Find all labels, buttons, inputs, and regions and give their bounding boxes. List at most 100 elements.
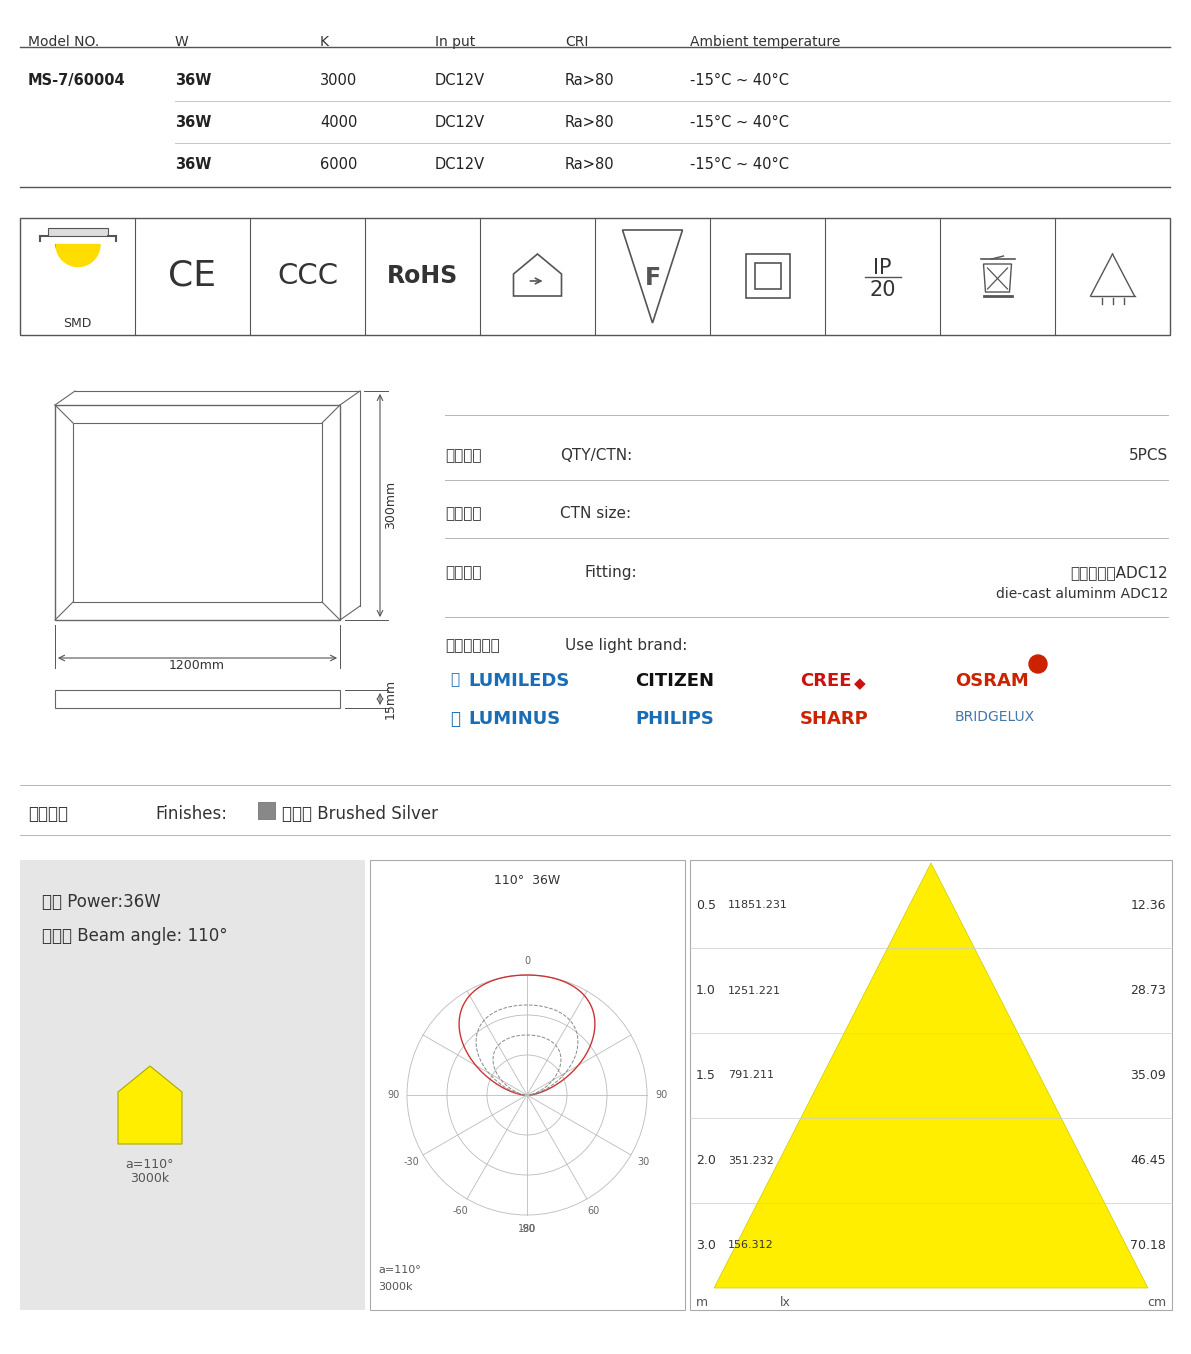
Text: 1200mm: 1200mm xyxy=(169,659,225,672)
Text: MS-7/60004: MS-7/60004 xyxy=(29,73,125,88)
Text: -90: -90 xyxy=(519,1224,535,1233)
Text: Ra>80: Ra>80 xyxy=(565,115,615,130)
Text: -15°C ~ 40°C: -15°C ~ 40°C xyxy=(690,157,788,172)
Text: DC12V: DC12V xyxy=(435,73,485,88)
Text: F: F xyxy=(644,265,661,290)
Bar xyxy=(690,860,1172,1311)
Text: CREE: CREE xyxy=(800,672,852,691)
Text: 351.232: 351.232 xyxy=(728,1155,774,1166)
Text: 300mm: 300mm xyxy=(384,481,397,529)
Text: ⟂: ⟂ xyxy=(450,709,460,728)
Text: 0: 0 xyxy=(524,956,530,965)
Polygon shape xyxy=(513,255,561,297)
Text: LUMINUS: LUMINUS xyxy=(468,709,560,728)
Text: 3.0: 3.0 xyxy=(696,1239,716,1252)
Text: 压铸铝合金ADC12: 压铸铝合金ADC12 xyxy=(1071,565,1168,580)
Text: 70.18: 70.18 xyxy=(1130,1239,1166,1252)
Text: K: K xyxy=(320,35,329,49)
Text: 外筱尺寸: 外筱尺寸 xyxy=(445,506,481,521)
Text: -15°C ~ 40°C: -15°C ~ 40°C xyxy=(690,73,788,88)
Text: ◆: ◆ xyxy=(854,676,866,691)
Bar xyxy=(48,227,107,236)
Text: 2.0: 2.0 xyxy=(696,1154,716,1167)
Text: 36W: 36W xyxy=(175,73,211,88)
Text: Model NO.: Model NO. xyxy=(29,35,99,49)
Text: CE: CE xyxy=(168,259,217,292)
Text: 20: 20 xyxy=(869,280,896,301)
Text: In put: In put xyxy=(435,35,475,49)
Text: 功率 Power:36W: 功率 Power:36W xyxy=(42,894,161,911)
Text: 5PCS: 5PCS xyxy=(1129,448,1168,463)
Text: -15°C ~ 40°C: -15°C ~ 40°C xyxy=(690,115,788,130)
Text: 156.312: 156.312 xyxy=(728,1240,774,1251)
Text: Ra>80: Ra>80 xyxy=(565,73,615,88)
Text: 4000: 4000 xyxy=(320,115,357,130)
Text: 46.45: 46.45 xyxy=(1130,1154,1166,1167)
Text: Ambient temperature: Ambient temperature xyxy=(690,35,841,49)
Text: 光束角 Beam angle: 110°: 光束角 Beam angle: 110° xyxy=(42,927,227,945)
Bar xyxy=(370,860,685,1311)
Text: Use light brand:: Use light brand: xyxy=(565,638,687,653)
Text: 3000k: 3000k xyxy=(378,1282,412,1292)
Text: 36W: 36W xyxy=(175,157,211,172)
Text: 3000k: 3000k xyxy=(131,1173,169,1185)
Text: cm: cm xyxy=(1147,1296,1166,1308)
Text: RoHS: RoHS xyxy=(387,264,459,288)
Text: 11851.231: 11851.231 xyxy=(728,900,788,910)
Text: 110°  36W: 110° 36W xyxy=(494,873,560,887)
Polygon shape xyxy=(715,862,1148,1288)
Text: Finishes:: Finishes: xyxy=(155,806,227,823)
Text: 180: 180 xyxy=(518,1224,536,1233)
Text: m: m xyxy=(696,1296,709,1308)
Text: die-cast aluminm ADC12: die-cast aluminm ADC12 xyxy=(996,588,1168,601)
Text: a=110°: a=110° xyxy=(126,1158,174,1171)
Text: DC12V: DC12V xyxy=(435,115,485,130)
Text: 12.36: 12.36 xyxy=(1130,899,1166,913)
Text: -60: -60 xyxy=(453,1206,468,1216)
Text: a=110°: a=110° xyxy=(378,1265,420,1275)
Bar xyxy=(20,860,364,1311)
Bar xyxy=(55,405,339,620)
Text: lx: lx xyxy=(780,1296,791,1308)
Text: DC12V: DC12V xyxy=(435,157,485,172)
Text: QTY/CTN:: QTY/CTN: xyxy=(560,448,632,463)
Text: 3000: 3000 xyxy=(320,73,357,88)
Text: 灯具材质: 灯具材质 xyxy=(445,565,481,580)
Text: LUMILEDS: LUMILEDS xyxy=(468,672,569,691)
Text: CCC: CCC xyxy=(278,263,338,290)
Text: 1.5: 1.5 xyxy=(696,1070,716,1082)
Text: 28.73: 28.73 xyxy=(1130,984,1166,997)
Bar xyxy=(55,691,339,708)
Text: 1251.221: 1251.221 xyxy=(728,986,781,995)
Bar xyxy=(73,422,322,603)
Text: 装筱数量: 装筱数量 xyxy=(445,448,481,463)
Bar xyxy=(746,255,790,298)
Text: CTN size:: CTN size: xyxy=(560,506,631,521)
Text: 30: 30 xyxy=(637,1158,649,1167)
Bar xyxy=(20,218,1170,334)
Bar xyxy=(755,263,780,288)
Text: 使用光源品牌: 使用光源品牌 xyxy=(445,638,500,653)
Text: 15mm: 15mm xyxy=(384,678,397,719)
Circle shape xyxy=(1029,655,1047,673)
Text: 60: 60 xyxy=(588,1206,600,1216)
Text: SMD: SMD xyxy=(63,317,92,330)
Text: ➿: ➿ xyxy=(450,672,459,686)
Text: 1.0: 1.0 xyxy=(696,984,716,997)
Polygon shape xyxy=(118,1066,182,1144)
Polygon shape xyxy=(623,230,682,324)
Text: 90: 90 xyxy=(655,1090,667,1099)
Text: PHILIPS: PHILIPS xyxy=(635,709,713,728)
Text: 0.5: 0.5 xyxy=(696,899,716,913)
Text: 35.09: 35.09 xyxy=(1130,1070,1166,1082)
Bar xyxy=(258,802,275,819)
Text: 拉丝銀 Brushed Silver: 拉丝銀 Brushed Silver xyxy=(282,806,438,823)
Text: SHARP: SHARP xyxy=(800,709,868,728)
Text: 外观颜色: 外观颜色 xyxy=(29,806,68,823)
Text: CRI: CRI xyxy=(565,35,588,49)
Text: 791.211: 791.211 xyxy=(728,1071,774,1080)
Text: -30: -30 xyxy=(403,1158,419,1167)
Text: 36W: 36W xyxy=(175,115,211,130)
Text: W: W xyxy=(175,35,188,49)
Text: IP: IP xyxy=(873,259,892,278)
